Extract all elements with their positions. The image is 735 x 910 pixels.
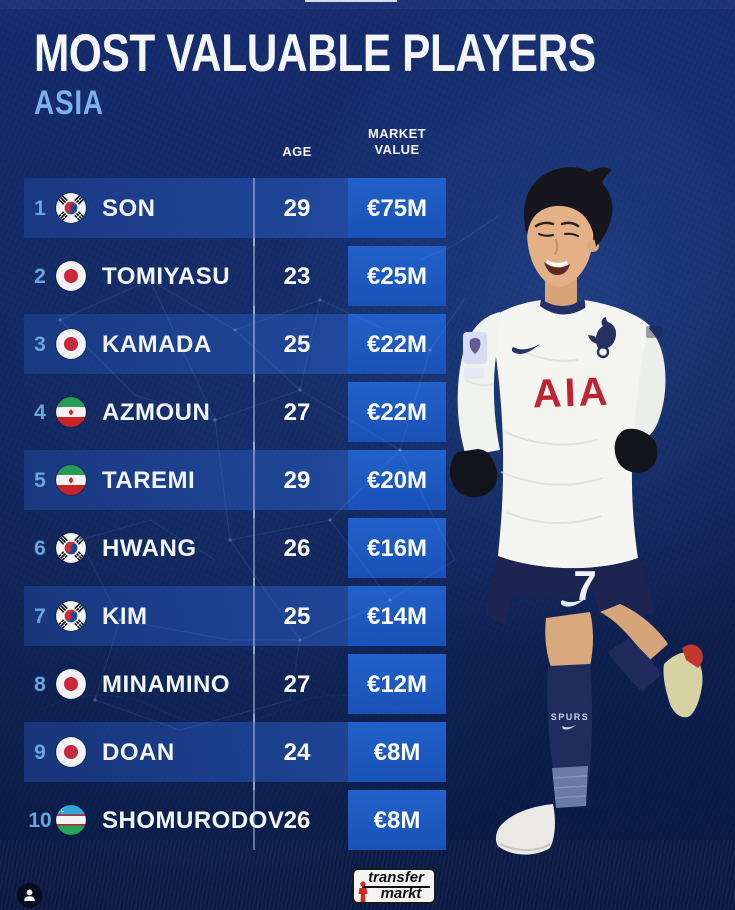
country-flag-icon-kr <box>56 601 86 631</box>
rank-label: 6 <box>34 537 46 560</box>
column-divider <box>253 306 255 382</box>
shirt-sponsor-text: AIA <box>532 370 611 417</box>
column-divider <box>253 782 255 850</box>
country-flag-icon-kr <box>56 193 86 223</box>
rank-label: 4 <box>34 401 46 424</box>
column-divider <box>253 510 255 586</box>
rank-label: 1 <box>34 197 46 220</box>
player-name: AZMOUN <box>102 399 211 426</box>
table-row: 1 SON 29 €75M <box>24 178 446 246</box>
column-divider <box>253 578 255 654</box>
market-value-badge: €75M <box>348 178 446 238</box>
table-row: 9 DOAN 24 €8M <box>24 714 446 790</box>
rank-label: 7 <box>34 605 46 628</box>
column-header-age: AGE <box>282 144 312 159</box>
market-value-badge: €8M <box>348 722 446 782</box>
table-row: 5 TAREMI 29 €20M <box>24 442 446 518</box>
player-age: 27 <box>283 399 311 426</box>
player-name: MINAMINO <box>102 671 230 698</box>
player-age: 26 <box>283 535 311 562</box>
market-value-badge: €8M <box>348 790 446 850</box>
country-flag-icon-ir <box>56 397 86 427</box>
rank-label: 3 <box>34 333 46 356</box>
country-flag-icon-jp <box>56 669 86 699</box>
rank-label: 9 <box>34 741 46 764</box>
player-name: DOAN <box>102 739 175 766</box>
shirt-number-text: 7 <box>573 562 596 609</box>
market-value-badge: €12M <box>348 654 446 714</box>
page-title: MOST VALUABLE PLAYERS <box>34 24 596 83</box>
rank-label: 2 <box>34 265 46 288</box>
country-flag-icon-ir <box>56 465 86 495</box>
player-age: 23 <box>283 263 311 290</box>
column-divider <box>253 714 255 790</box>
player-name: SON <box>102 195 156 222</box>
player-age: 25 <box>283 331 311 358</box>
rank-label: 8 <box>34 673 46 696</box>
player-name: HWANG <box>102 535 197 562</box>
player-name: SHOMURODOV <box>102 807 285 834</box>
transfermarkt-logo-top-text: transfer <box>362 870 430 888</box>
rank-label: 10 <box>28 809 52 832</box>
tagged-profile-icon[interactable] <box>17 883 42 908</box>
column-divider <box>253 238 255 314</box>
market-value-badge: €22M <box>348 382 446 442</box>
player-name: KIM <box>102 603 148 630</box>
market-value-badge: €22M <box>348 314 446 374</box>
table-row: 4 AZMOUN 27 €22M <box>24 374 446 450</box>
column-divider <box>253 374 255 450</box>
transfermarkt-logo-bottom-text: markt <box>380 885 422 902</box>
player-name: TOMIYASU <box>102 263 231 290</box>
sock-text: SPURS <box>551 712 590 722</box>
market-value-badge: €25M <box>348 246 446 306</box>
market-value-badge: €16M <box>348 518 446 578</box>
transfermarkt-mascot-icon <box>358 881 368 902</box>
country-flag-icon-uz <box>56 805 86 835</box>
transfermarkt-logo: transfer markt <box>352 868 436 904</box>
player-age: 26 <box>283 807 311 834</box>
player-age: 25 <box>283 603 311 630</box>
table-row: 8 MINAMINO 27 €12M <box>24 646 446 722</box>
market-value-badge: €14M <box>348 586 446 646</box>
player-photo: AIA 7 SPURS <box>450 167 703 855</box>
table-row: 6 HWANG 26 €16M <box>24 510 446 586</box>
table-row: 2 TOMIYASU 23 €25M <box>24 238 446 314</box>
player-name: KAMADA <box>102 331 212 358</box>
top-strip <box>0 0 735 9</box>
player-age: 29 <box>283 467 311 494</box>
person-icon <box>24 889 35 901</box>
column-header-market-value: MARKET VALUE <box>367 126 426 157</box>
page-subtitle: ASIA <box>34 84 104 122</box>
country-flag-icon-jp <box>56 261 86 291</box>
player-age: 29 <box>283 195 311 222</box>
country-flag-icon-jp <box>56 329 86 359</box>
player-name: TAREMI <box>102 467 196 494</box>
rank-label: 5 <box>34 469 46 492</box>
table-row: 3 KAMADA 25 €22M <box>24 306 446 382</box>
player-age: 24 <box>283 739 311 766</box>
column-divider <box>253 442 255 518</box>
player-age: 27 <box>283 671 311 698</box>
market-value-badge: €20M <box>348 450 446 510</box>
column-divider <box>253 178 255 246</box>
table-row: 10 SHOMURODOV 26 €8M <box>24 782 446 850</box>
country-flag-icon-kr <box>56 533 86 563</box>
country-flag-icon-jp <box>56 737 86 767</box>
column-divider <box>253 646 255 722</box>
top-artifact-line <box>305 0 397 2</box>
players-table: 1 SON 29 €75M 2 TOMIYASU 23 €25M 3 KAMAD… <box>24 178 446 858</box>
table-row: 7 KIM 25 €14M <box>24 578 446 654</box>
